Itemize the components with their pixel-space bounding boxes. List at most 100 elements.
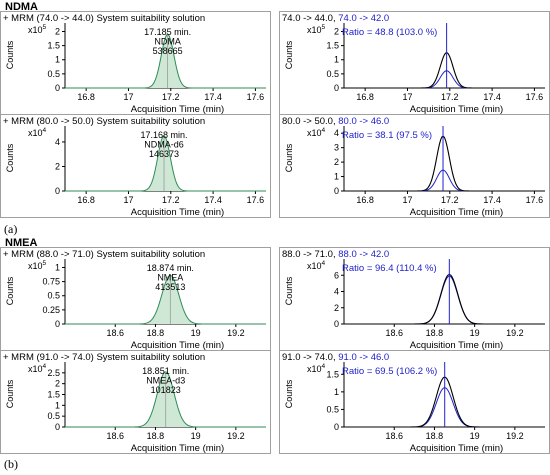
scale-exponent: 4 [322, 260, 326, 267]
peak-area [65, 34, 266, 88]
x-tick-label: 19.2 [506, 431, 524, 441]
x-tick-label: 17 [123, 92, 133, 102]
y-axis-label: Counts [284, 276, 294, 305]
y-tick-label: 1 [55, 262, 60, 272]
x-axis-label: Acquisition Time (min) [410, 443, 503, 454]
x-tick-label: 17.4 [204, 92, 222, 102]
y-axis-label: Counts [284, 143, 294, 172]
peak-area [65, 135, 266, 191]
y-tick-label: 1 [334, 172, 339, 182]
panel-label-a: (a) [4, 222, 18, 236]
ratio-label: Ratio = 38.1 (97.5 %) [342, 130, 432, 141]
quantifier-trace [344, 135, 545, 192]
peak-annotation: NDMA-d6 [144, 140, 184, 150]
scale-label: x105 [307, 24, 326, 35]
quantifier-trace [344, 52, 545, 89]
x-axis-label: Acquisition Time (min) [131, 104, 224, 115]
peak-annotation: NMEA-d3 [146, 376, 185, 386]
panel-title-qualifier: 88.0 -> 42.0 [338, 249, 389, 260]
scale-label: x104 [307, 260, 326, 271]
x-tick-label: 19.2 [227, 328, 245, 338]
scale-exponent: 5 [43, 260, 47, 267]
y-tick-label: 0.25 [42, 305, 60, 315]
chromatogram-ndma-d6: + MRM (80.0 -> 50.0) System suitability … [0, 114, 271, 218]
panel-frame [0, 350, 271, 454]
panel-title-quant: 91.0 -> 74.0, [282, 352, 338, 363]
y-tick-label: 1 [334, 55, 339, 65]
peak-annotation: 18.874 min. [147, 263, 194, 273]
panel-title-qualifier: 91.0 -> 46.0 [338, 352, 389, 363]
scale-label: x105 [28, 260, 47, 271]
y-tick-label: 1 [55, 400, 60, 410]
x-tick-label: 17.4 [483, 92, 501, 102]
ratio-label: Ratio = 69.5 (106.2 %) [342, 366, 437, 377]
x-axis-label: Acquisition Time (min) [410, 340, 503, 351]
y-axis-label: Counts [5, 143, 15, 172]
x-tick-label: 18.8 [426, 328, 444, 338]
panel-title: + MRM (80.0 -> 50.0) System suitability … [3, 116, 205, 127]
panel-frame [279, 247, 550, 351]
y-tick-label: 2 [334, 26, 339, 36]
y-tick-label: 1.5 [326, 369, 339, 379]
panel-title-quant: 74.0 -> 44.0, [282, 13, 338, 24]
x-tick-label: 17.2 [441, 195, 459, 205]
x-tick-label: 18.6 [385, 431, 403, 441]
peak-annotation: 18.851 min. [142, 366, 189, 376]
x-tick-label: 18.8 [426, 431, 444, 441]
panel-title: 91.0 -> 74.0, 91.0 -> 46.0 [282, 352, 389, 363]
x-tick-label: 17.4 [204, 195, 222, 205]
peak-annotation: 146373 [149, 149, 179, 159]
y-tick-label: 0.5 [47, 291, 60, 301]
y-tick-label: 0 [55, 422, 60, 432]
scale-base: x10 [307, 364, 322, 374]
x-tick-label: 19 [470, 431, 480, 441]
scale-base: x10 [28, 25, 43, 35]
y-tick-label: 0.5 [326, 404, 339, 414]
peak-area [65, 275, 266, 324]
scale-label: x104 [307, 363, 326, 374]
panel-title: 88.0 -> 71.0, 88.0 -> 42.0 [282, 249, 389, 260]
y-tick-label: 2 [55, 161, 60, 171]
scale-base: x10 [28, 128, 43, 138]
scale-label: x104 [28, 127, 47, 138]
y-tick-label: 0 [334, 319, 339, 329]
x-tick-label: 19 [191, 328, 201, 338]
panel-title-quant: 80.0 -> 50.0, [282, 116, 338, 127]
y-tick-label: 0 [334, 83, 339, 93]
y-tick-label: 1 [334, 387, 339, 397]
y-tick-label: 0.75 [42, 277, 60, 287]
peak-annotation: 101823 [151, 385, 181, 395]
peak-trace [65, 33, 266, 89]
section-title-nmea: NMEA [5, 237, 38, 249]
ratio-label: Ratio = 96.4 (110.4 %) [342, 263, 437, 274]
y-axis-label: Counts [284, 379, 294, 408]
y-tick-label: 2 [55, 26, 60, 36]
x-tick-label: 16.8 [77, 195, 95, 205]
panel-label-b: (b) [4, 457, 18, 471]
x-tick-label: 17.6 [247, 195, 265, 205]
x-tick-label: 17.4 [483, 195, 501, 205]
quantifier-trace [344, 273, 545, 325]
x-tick-label: 18.6 [385, 328, 403, 338]
y-tick-label: 2 [55, 379, 60, 389]
y-tick-label: 0 [334, 186, 339, 196]
scale-exponent: 4 [322, 127, 326, 134]
scale-exponent: 4 [322, 363, 326, 370]
y-tick-label: 2 [334, 303, 339, 313]
panel-frame [0, 247, 271, 351]
panel-frame [279, 11, 550, 115]
x-axis-label: Acquisition Time (min) [410, 207, 503, 218]
scale-label: x104 [307, 127, 326, 138]
y-tick-label: 1 [55, 55, 60, 65]
panel-frame [0, 11, 271, 115]
x-tick-label: 17 [402, 92, 412, 102]
x-tick-label: 17 [402, 195, 412, 205]
scale-exponent: 5 [322, 24, 326, 31]
y-tick-label: 2.5 [47, 368, 60, 378]
panel-title: 80.0 -> 50.0, 80.0 -> 46.0 [282, 116, 389, 127]
panel-title: + MRM (74.0 -> 44.0) System suitability … [3, 13, 205, 24]
panel-title: + MRM (91.0 -> 74.0) System suitability … [3, 352, 205, 363]
x-tick-label: 17 [123, 195, 133, 205]
x-tick-label: 19.2 [506, 328, 524, 338]
panel-title-quant: 88.0 -> 71.0, [282, 249, 338, 260]
